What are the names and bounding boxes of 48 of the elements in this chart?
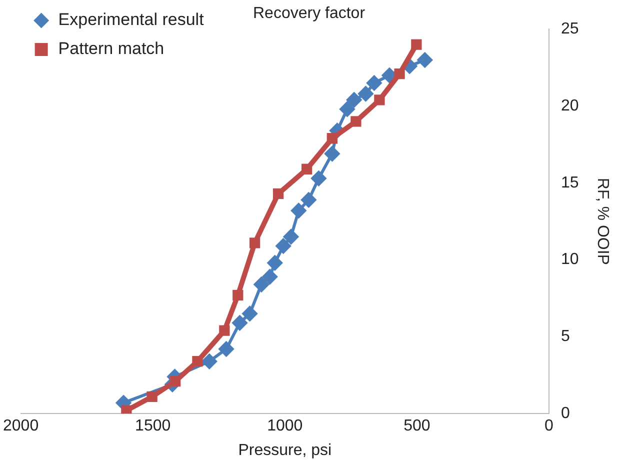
point: [411, 39, 422, 50]
y-tick-label: 20: [561, 97, 579, 114]
point: [262, 269, 278, 284]
point: [340, 102, 355, 117]
x-tick-label: 2000: [3, 418, 39, 435]
point: [249, 238, 260, 248]
point: [232, 315, 248, 330]
point: [366, 76, 382, 91]
point: [346, 92, 362, 108]
point: [232, 290, 244, 301]
point: [219, 325, 230, 336]
x-tick-label: 0: [544, 418, 554, 435]
point: [192, 356, 203, 367]
point: [242, 306, 258, 322]
y-tick-label: 10: [561, 251, 579, 268]
point: [272, 188, 284, 200]
point: [267, 255, 282, 270]
point: [311, 170, 326, 186]
point: [283, 229, 298, 244]
point: [218, 342, 234, 357]
point: [324, 146, 340, 162]
point: [202, 354, 217, 369]
point: [276, 238, 291, 254]
y-tick-label: 15: [561, 174, 579, 192]
x-tick-label: 1500: [135, 418, 171, 435]
legend-label: Pattern match: [58, 39, 164, 58]
y-tick-label: 5: [561, 328, 570, 346]
point: [326, 133, 338, 144]
y-tick-label: 25: [561, 20, 579, 38]
point: [291, 203, 306, 218]
x-axis-title: Pressure, psi: [238, 442, 332, 459]
point: [374, 94, 385, 106]
point: [254, 276, 269, 292]
y-axis-title: RF, % OOIP: [594, 178, 611, 265]
x-tick-label: 1000: [267, 418, 303, 435]
y-tick-label: 0: [561, 405, 570, 422]
point: [121, 405, 132, 414]
chart-title: Recovery factor: [252, 5, 366, 22]
point: [146, 391, 158, 402]
point: [358, 86, 374, 102]
point: [350, 116, 362, 127]
x-tick-label: 500: [404, 418, 430, 435]
point: [417, 52, 432, 68]
legend-label: Experimental result: [58, 10, 204, 30]
point: [301, 192, 316, 208]
point: [301, 164, 312, 174]
point: [170, 376, 181, 387]
point: [394, 68, 405, 80]
